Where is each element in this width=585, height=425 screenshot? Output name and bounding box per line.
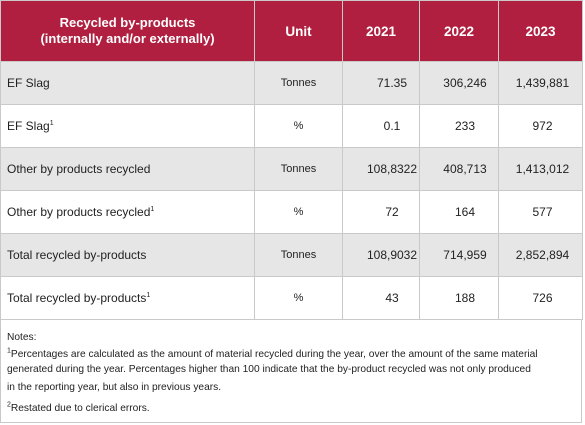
row-value-2023: 726 (498, 276, 583, 320)
row-value-2023: 2,852,894 (498, 233, 583, 277)
header-2021: 2021 (342, 0, 420, 62)
row-label: Other by products recycled (0, 147, 255, 191)
row-value-2022: 714,959 (419, 233, 499, 277)
table-row: Total recycled by-products1 % 43 188 726 (0, 276, 583, 320)
row-value-2023: 1,413,012 (498, 147, 583, 191)
header-unit: Unit (254, 0, 343, 62)
table-row: Other by products recycled Tonnes 108,83… (0, 147, 583, 191)
row-value-2022: 164 (419, 190, 499, 234)
header-title-line2: (internally and/or externally) (40, 31, 215, 46)
row-unit: Tonnes (254, 147, 343, 191)
header-recycled-by-products: Recycled by-products (internally and/or … (0, 0, 255, 62)
table-row: Other by products recycled1 % 72 164 577 (0, 190, 583, 234)
row-value-2022: 233 (419, 104, 499, 148)
row-label: Other by products recycled1 (0, 190, 255, 234)
row-unit: Tonnes (254, 233, 343, 277)
table-row: Total recycled by-products Tonnes 108,90… (0, 233, 583, 277)
notes-title: Notes: (7, 332, 37, 343)
row-label: EF Slag (0, 61, 255, 105)
header-title-line1: Recycled by-products (59, 15, 196, 30)
notes-box: Notes: 1Percentages are calculated as th… (0, 319, 582, 423)
row-value-2021: 108,8322 (342, 147, 420, 191)
table-header-row: Recycled by-products (internally and/or … (0, 0, 583, 62)
header-2023: 2023 (498, 0, 583, 62)
row-value-2022: 306,246 (419, 61, 499, 105)
row-value-2022: 408,713 (419, 147, 499, 191)
footnote-2: 2Restated due to clerical errors. (7, 401, 150, 414)
row-value-2021: 43 (342, 276, 420, 320)
row-value-2023: 1,439,881 (498, 61, 583, 105)
row-value-2021: 71.35 (342, 61, 420, 105)
footnote-1-continued: in the reporting year, but also in previ… (7, 382, 222, 393)
row-unit: % (254, 190, 343, 234)
row-unit: Tonnes (254, 61, 343, 105)
row-label: Total recycled by-products1 (0, 276, 255, 320)
table-row: EF Slag1 % 0.1 233 972 (0, 104, 583, 148)
row-unit: % (254, 104, 343, 148)
recycled-by-products-table: Recycled by-products (internally and/or … (0, 0, 583, 320)
row-value-2023: 577 (498, 190, 583, 234)
row-unit: % (254, 276, 343, 320)
row-label: EF Slag1 (0, 104, 255, 148)
row-value-2023: 972 (498, 104, 583, 148)
table-row: EF Slag Tonnes 71.35 306,246 1,439,881 (0, 61, 583, 105)
row-value-2021: 72 (342, 190, 420, 234)
header-2022: 2022 (419, 0, 499, 62)
row-value-2021: 0.1 (342, 104, 420, 148)
row-label: Total recycled by-products (0, 233, 255, 277)
row-value-2022: 188 (419, 276, 499, 320)
footnote-1: 1Percentages are calculated as the amoun… (7, 347, 538, 375)
row-value-2021: 108,9032 (342, 233, 420, 277)
